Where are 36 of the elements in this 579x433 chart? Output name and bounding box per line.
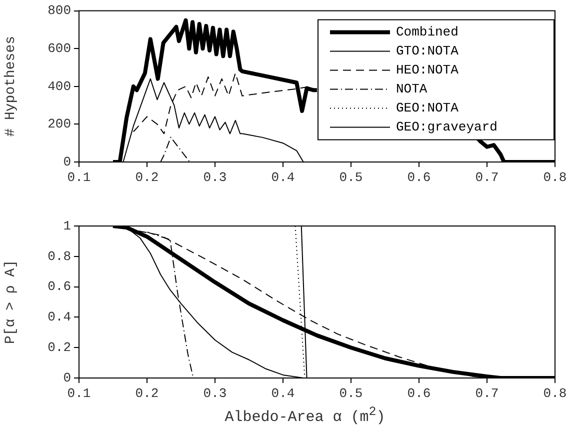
- x-tick-label: 0.3: [203, 386, 227, 402]
- x-tick-label: 0.8: [543, 386, 567, 402]
- x-tick-label: 0.3: [203, 170, 227, 186]
- y-axis-title: P[α > ρ A]: [3, 260, 20, 344]
- x-tick-label: 0.4: [271, 386, 295, 402]
- x-tick-label: 0.2: [135, 386, 159, 402]
- legend-label: NOTA: [396, 82, 428, 97]
- x-tick-label: 0.1: [67, 386, 91, 402]
- y-tick-label: 0.8: [48, 248, 71, 264]
- x-tick-label: 0.7: [475, 170, 499, 186]
- y-tick-label: 400: [48, 78, 71, 94]
- x-tick-label: 0.2: [135, 170, 159, 186]
- x-tick-label: 0.4: [271, 170, 295, 186]
- x-tick-label: 0.7: [475, 386, 499, 402]
- y-tick-label: 0: [63, 370, 71, 386]
- y-tick-label: 0.2: [48, 340, 71, 356]
- legend-label: HEO:NOTA: [396, 62, 459, 78]
- x-tick-label: 0.5: [339, 170, 363, 186]
- x-tick-label: 0.1: [67, 170, 91, 186]
- legend-label: GTO:NOTA: [396, 44, 459, 59]
- x-tick-label: 0.6: [407, 170, 431, 186]
- y-tick-label: 200: [48, 116, 71, 132]
- y-tick-label: 600: [48, 41, 71, 56]
- x-axis-title: Albedo-Area α (m$^{2}$): [224, 404, 386, 428]
- y-tick-label: 0: [63, 154, 71, 170]
- legend-label: GEO:graveyard: [396, 120, 498, 135]
- y-tick-label: 800: [48, 3, 71, 18]
- x-tick-label: 0.5: [339, 386, 363, 402]
- x-tick-label: 0.6: [407, 386, 431, 402]
- x-tick-label: 0.8: [543, 170, 567, 186]
- y-tick-label: 0.6: [48, 279, 71, 294]
- y-tick-label: 0.4: [48, 310, 72, 325]
- y-tick-label: 1: [63, 218, 72, 234]
- legend-label: GEO:NOTA: [396, 100, 459, 116]
- legend-label: Combined: [396, 24, 458, 40]
- y-axis-title: # Hypotheses: [3, 36, 20, 137]
